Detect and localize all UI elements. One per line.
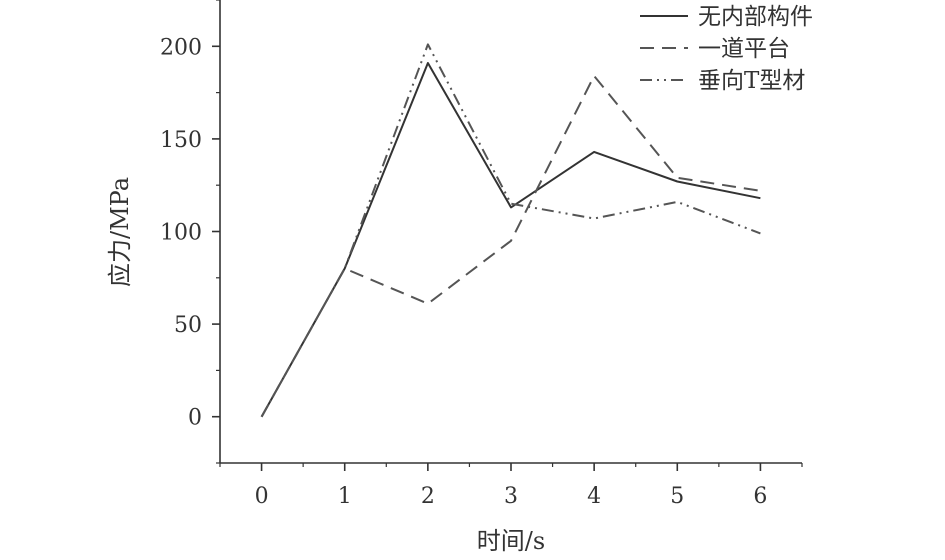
- x-tick-label: 2: [421, 484, 435, 509]
- y-tick-label: 50: [174, 313, 202, 338]
- series-line-3: [260, 43, 761, 418]
- x-tick-label: 4: [587, 484, 601, 509]
- legend-label: 一道平台: [698, 36, 790, 62]
- series-line-2: [260, 74, 761, 418]
- x-ticks: 0 1 2 3 4 5 6: [219, 463, 803, 509]
- y-tick-label: 100: [160, 221, 202, 246]
- y-tick-label: 150: [160, 128, 202, 153]
- legend-label: 无内部构件: [698, 4, 813, 30]
- axes: 0 50 100 150 200 0 1 2 3 4 5 6: [160, 0, 803, 509]
- x-tick-label: 3: [504, 484, 518, 509]
- x-tick-label: 6: [753, 484, 767, 509]
- x-tick-label: 5: [670, 484, 684, 509]
- y-axis-title: 应力/MPa: [106, 177, 134, 287]
- y-ticks: 0 50 100 150 200: [160, 0, 220, 464]
- y-tick-label: 0: [188, 406, 202, 431]
- x-tick-label: 0: [255, 484, 269, 509]
- series-line-1: [260, 62, 761, 418]
- x-tick-label: 1: [338, 484, 352, 509]
- series-layer: [260, 43, 761, 418]
- legend-label: 垂向T型材: [698, 68, 805, 94]
- x-axis-title: 时间/s: [477, 527, 545, 555]
- y-tick-label: 200: [160, 35, 202, 60]
